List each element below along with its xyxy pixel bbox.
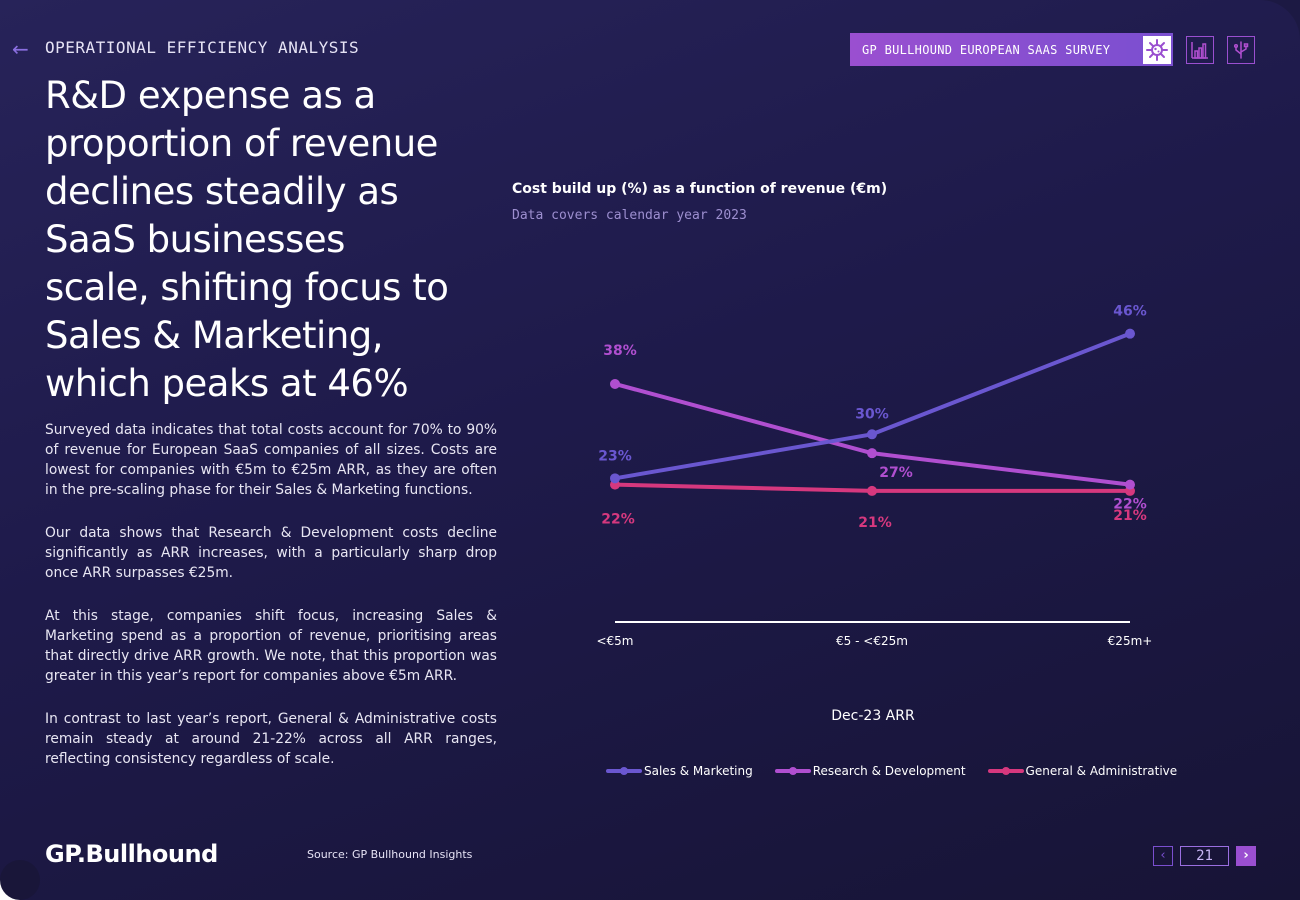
x-tick-label: €5 - <€25m	[836, 634, 908, 648]
body-paragraph: In contrast to last year’s report, Gener…	[45, 711, 497, 767]
section-label: OPERATIONAL EFFICIENCY ANALYSIS	[45, 38, 360, 57]
back-arrow-icon[interactable]: ←	[12, 37, 29, 61]
x-axis-label: Dec-23 ARR	[831, 708, 915, 724]
data-label: 23%	[598, 448, 632, 464]
survey-badge-label: GP BULLHOUND EUROPEAN SAAS SURVEY	[862, 42, 1111, 57]
data-point	[867, 429, 877, 440]
data-label: 27%	[879, 465, 913, 481]
legend-label: General & Administrative	[1025, 764, 1178, 778]
bar-chart-icon[interactable]	[1186, 36, 1214, 64]
data-label: 38%	[603, 343, 637, 359]
data-label: 46%	[1113, 304, 1147, 320]
data-label: 22%	[1113, 497, 1147, 513]
data-point	[610, 473, 620, 484]
data-label: 21%	[858, 515, 892, 531]
x-tick-label: €25m+	[1108, 634, 1153, 648]
legend-item-research-development[interactable]: Research & Development	[774, 764, 966, 778]
page-number: 21	[1180, 846, 1229, 866]
data-label: 21%	[1113, 508, 1147, 524]
data-point	[1125, 328, 1135, 339]
data-label: 22%	[601, 512, 635, 528]
body-copy: Surveyed data indicates that total costs…	[45, 420, 497, 792]
body-paragraph: Our data shows that Research & Developme…	[45, 525, 497, 581]
previous-page-button[interactable]: ‹	[1153, 846, 1173, 866]
virus-icon	[1143, 35, 1171, 64]
legend-item-sales-marketing[interactable]: Sales & Marketing	[606, 764, 753, 778]
legend-swatch	[606, 765, 642, 777]
data-point	[610, 378, 620, 389]
usb-icon[interactable]	[1227, 36, 1255, 64]
legend-label: Sales & Marketing	[644, 764, 753, 778]
chart-legend: Sales & Marketing Research & Development…	[606, 764, 1177, 778]
next-page-button[interactable]: ›	[1236, 846, 1256, 866]
data-point	[1125, 479, 1135, 490]
data-point	[867, 485, 877, 496]
data-label: 30%	[855, 406, 889, 422]
source-note: Source: GP Bullhound Insights	[307, 848, 473, 861]
legend-item-general-admin[interactable]: General & Administrative	[987, 764, 1178, 778]
chart-title: Cost build up (%) as a function of reven…	[512, 181, 888, 197]
chart-subtitle: Data covers calendar year 2023	[512, 208, 747, 223]
legend-label: Research & Development	[812, 764, 966, 778]
legend-swatch	[987, 765, 1024, 777]
legend-swatch	[774, 765, 811, 777]
x-tick-label: <€5m	[596, 634, 633, 648]
body-paragraph: At this stage, companies shift focus, in…	[45, 608, 497, 684]
survey-badge[interactable]: GP BULLHOUND EUROPEAN SAAS SURVEY	[850, 33, 1173, 66]
page-headline: R&D expense as a proportion of revenue d…	[45, 74, 449, 405]
body-paragraph: Surveyed data indicates that total costs…	[45, 422, 497, 498]
corner-decoration	[0, 860, 40, 900]
logo: GP.Bullhound	[45, 840, 218, 868]
data-point	[867, 448, 877, 459]
